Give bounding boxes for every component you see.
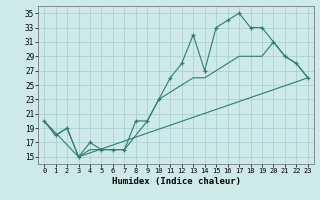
X-axis label: Humidex (Indice chaleur): Humidex (Indice chaleur) (111, 177, 241, 186)
